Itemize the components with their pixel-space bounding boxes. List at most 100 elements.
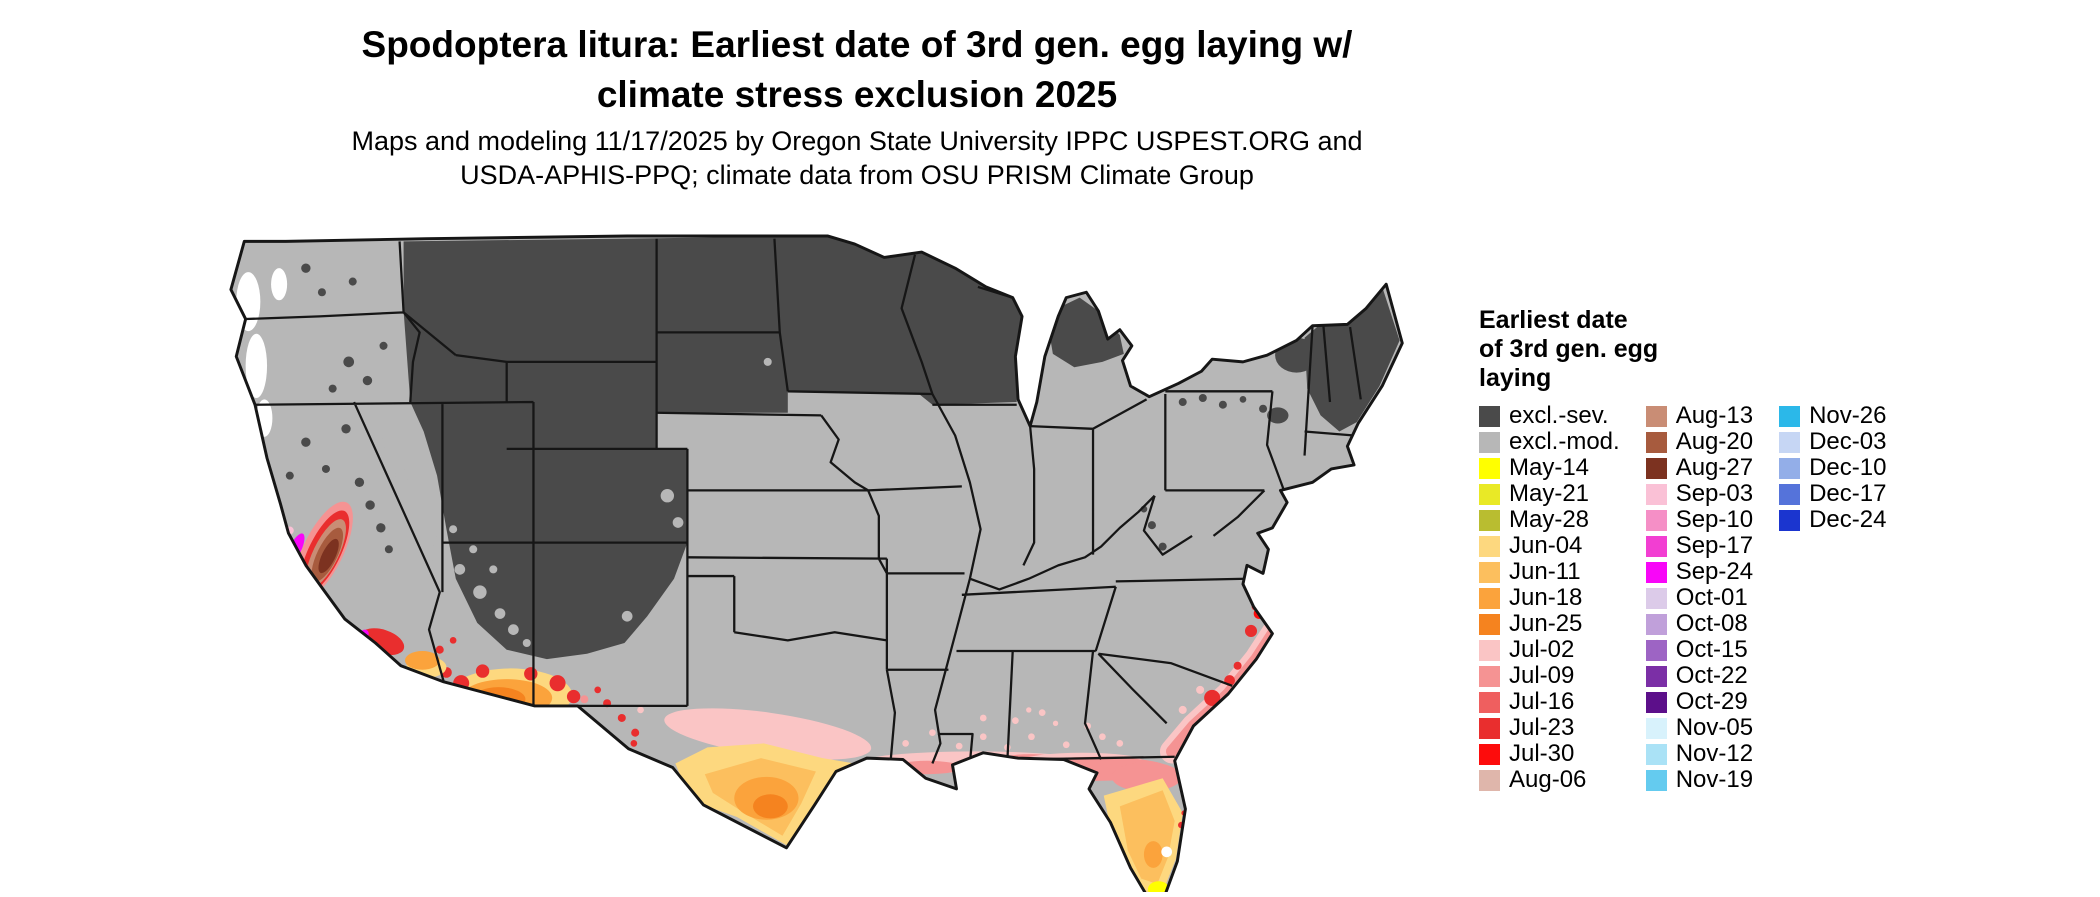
legend-label: Jun-25	[1509, 610, 1583, 637]
legend-entry: Oct-01	[1645, 584, 1753, 611]
legend-entry: Jul-23	[1479, 714, 1620, 741]
legend-entry: May-28	[1479, 506, 1620, 533]
map-region-no-data	[236, 268, 288, 437]
legend-entry: Jun-25	[1479, 610, 1620, 637]
legend-label: excl.-mod.	[1509, 428, 1620, 455]
legend-swatch	[1479, 535, 1500, 557]
legend-column: Nov-26 Dec-03 Dec-10 Dec-17 Dec-24	[1779, 402, 1887, 533]
legend-swatch	[1645, 639, 1667, 661]
legend-label: Aug-20	[1675, 428, 1754, 455]
legend-swatch	[1645, 457, 1667, 479]
legend-label: Sep-17	[1675, 532, 1754, 559]
legend-entry: Jul-09	[1479, 662, 1620, 689]
legend-entry: Aug-06	[1479, 766, 1620, 793]
legend-swatch	[1645, 535, 1667, 557]
legend-entry: Nov-12	[1645, 740, 1753, 767]
legend-label: Aug-27	[1675, 454, 1754, 481]
map-dark-speckle	[285, 263, 1268, 554]
legend-entry: Nov-05	[1645, 714, 1754, 741]
legend-entries: excl.-sev. excl.-mod. May-14 May-21 May-28 Ju…	[1479, 402, 1887, 793]
map-light-speckle	[380, 357, 772, 648]
legend-entry: Dec-17	[1779, 480, 1886, 507]
page-subtitle: Maps and modeling 11/17/2025 by Oregon S…	[0, 124, 1714, 192]
subtitle-line-1: Maps and modeling 11/17/2025 by Oregon S…	[351, 126, 1363, 156]
legend-entry: Nov-26	[1779, 402, 1887, 429]
legend-swatch	[1479, 665, 1500, 687]
legend-entry: Jul-16	[1479, 688, 1620, 715]
legend-title-line-2: of 3rd gen. egg	[1479, 335, 1659, 363]
legend-label: Oct-08	[1675, 610, 1748, 637]
legend-label: Sep-03	[1675, 480, 1754, 507]
legend-swatch	[1645, 431, 1667, 453]
legend-entry: May-14	[1479, 454, 1620, 481]
legend-swatch	[1479, 405, 1500, 427]
map-legend: Earliest date of 3rd gen. egg laying exc…	[1479, 306, 1886, 793]
legend-swatch	[1479, 743, 1500, 765]
legend-label: Jul-23	[1509, 714, 1575, 741]
legend-swatch	[1479, 509, 1500, 531]
title-line-2: climate stress exclusion 2025	[596, 74, 1118, 115]
lake-okeechobee	[1161, 846, 1173, 858]
legend-swatch	[1645, 587, 1667, 609]
legend-swatch	[1479, 691, 1500, 713]
legend-entry: Aug-27	[1645, 454, 1754, 481]
legend-swatch	[1645, 405, 1667, 427]
legend-swatch	[1779, 509, 1801, 531]
legend-swatch	[1645, 717, 1667, 739]
subtitle-line-2: USDA-APHIS-PPQ; climate data from OSU PR…	[460, 160, 1254, 190]
legend-label: Sep-24	[1675, 558, 1754, 585]
legend-swatch	[1779, 405, 1801, 427]
legend-entry: excl.-mod.	[1479, 428, 1620, 455]
legend-entry: Nov-19	[1645, 766, 1754, 793]
legend-swatch	[1779, 431, 1801, 453]
legend-swatch	[1645, 743, 1667, 765]
legend-label: Dec-10	[1809, 454, 1887, 481]
legend-swatch	[1479, 483, 1500, 505]
legend-entry: Oct-08	[1645, 610, 1753, 637]
legend-label: Sep-10	[1675, 506, 1754, 533]
legend-entry: Sep-24	[1645, 558, 1754, 585]
legend-column: Aug-13 Aug-20 Aug-27 Sep-03 Sep-10 Sep-17 Sep-…	[1645, 402, 1754, 793]
legend-label: May-21	[1509, 480, 1590, 507]
legend-swatch	[1645, 613, 1667, 635]
legend-swatch	[1479, 613, 1500, 635]
legend-entry: Jun-04	[1479, 532, 1620, 559]
legend-label: Jul-30	[1509, 740, 1575, 767]
legend-entry: Dec-24	[1779, 506, 1886, 533]
legend-entry: Oct-15	[1645, 636, 1753, 663]
map-national-outline	[229, 234, 1404, 897]
legend-swatch	[1645, 769, 1667, 791]
legend-label: Jun-04	[1509, 532, 1583, 559]
legend-label: Nov-19	[1675, 766, 1754, 793]
legend-swatch	[1779, 483, 1801, 505]
legend-label: Oct-01	[1675, 584, 1748, 611]
title-line-1: Spodoptera litura: Earliest date of 3rd …	[361, 24, 1353, 65]
legend-entry: Oct-22	[1645, 662, 1753, 689]
legend-swatch	[1479, 717, 1500, 739]
legend-swatch	[1645, 483, 1667, 505]
legend-label: Oct-15	[1675, 636, 1748, 663]
legend-entry: Jul-30	[1479, 740, 1620, 767]
legend-entry: Jun-11	[1479, 558, 1620, 585]
legend-entry: Aug-13	[1645, 402, 1753, 429]
legend-label: Nov-05	[1675, 714, 1754, 741]
legend-column: excl.-sev. excl.-mod. May-14 May-21 May-28 Ju…	[1479, 402, 1620, 793]
legend-swatch	[1479, 639, 1500, 661]
legend-swatch	[1479, 561, 1500, 583]
legend-label: Jun-11	[1509, 558, 1581, 585]
legend-label: excl.-sev.	[1509, 402, 1609, 429]
legend-label: Jul-02	[1509, 636, 1575, 663]
legend-label: Jul-09	[1509, 662, 1575, 689]
map-lakes	[1161, 846, 1173, 858]
legend-title-line-1: Earliest date	[1479, 306, 1628, 334]
legend-entry: May-21	[1479, 480, 1620, 507]
legend-label: Nov-26	[1809, 402, 1887, 429]
legend-entry: Sep-17	[1645, 532, 1754, 559]
legend-entry: excl.-sev.	[1479, 402, 1620, 429]
legend-entry: Oct-29	[1645, 688, 1753, 715]
map-state-borders	[245, 238, 1362, 764]
legend-entry: Sep-10	[1645, 506, 1754, 533]
legend-label: Jun-18	[1509, 584, 1583, 611]
legend-swatch	[1645, 509, 1667, 531]
